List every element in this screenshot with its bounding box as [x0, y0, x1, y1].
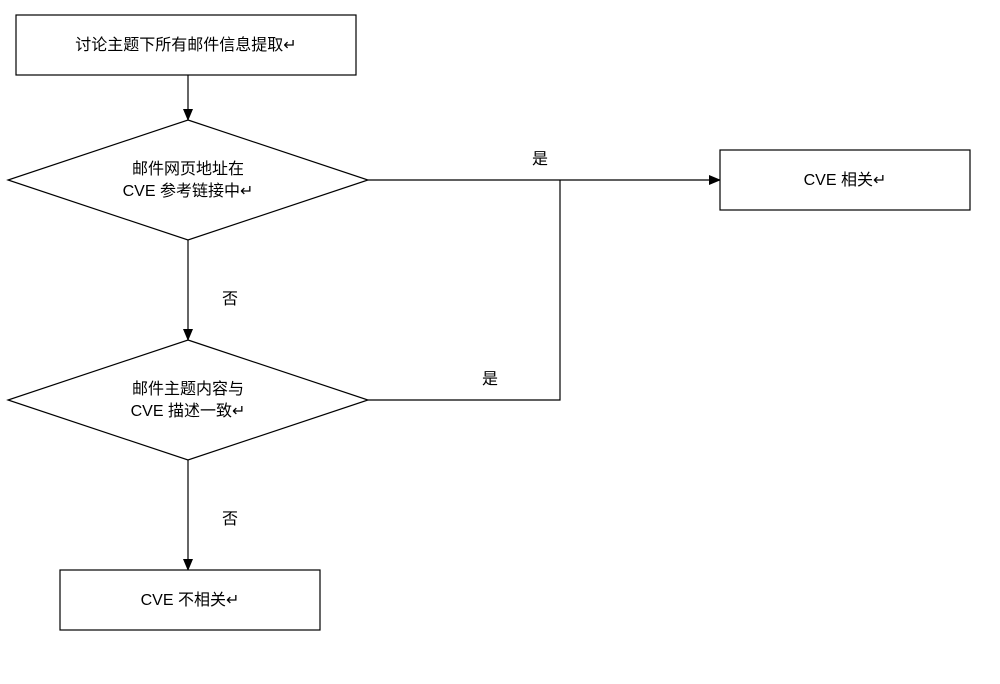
start-label: 讨论主题下所有邮件信息提取↵ — [75, 36, 296, 54]
node-start: 讨论主题下所有邮件信息提取↵ — [16, 15, 356, 75]
node-related: CVE 相关↵ — [720, 150, 970, 210]
decision2-diamond — [8, 340, 368, 460]
edge-label-e-d1-d2: 否 — [222, 291, 238, 308]
decision1-line1: 邮件网页地址在 — [132, 160, 244, 178]
decision2-line2: CVE 描述一致↵ — [131, 402, 246, 420]
related-label: CVE 相关↵ — [804, 171, 887, 189]
edge-label-e-d1-related: 是 — [532, 151, 548, 168]
decision1-line2: CVE 参考链接中↵ — [123, 182, 254, 200]
node-decision-2: 邮件主题内容与 CVE 描述一致↵ — [8, 340, 368, 460]
decision2-line1: 邮件主题内容与 — [132, 380, 244, 398]
node-unrelated: CVE 不相关↵ — [60, 570, 320, 630]
decision1-diamond — [8, 120, 368, 240]
edge-label-e-d2-unrelated: 否 — [222, 511, 238, 528]
edge-e-d2-related — [368, 180, 560, 400]
node-decision-1: 邮件网页地址在 CVE 参考链接中↵ — [8, 120, 368, 240]
edge-label-e-d2-related: 是 — [482, 371, 498, 388]
unrelated-label: CVE 不相关↵ — [141, 591, 240, 609]
flowchart-canvas: 是否是否 讨论主题下所有邮件信息提取↵ 邮件网页地址在 CVE 参考链接中↵ 邮… — [0, 0, 1000, 684]
